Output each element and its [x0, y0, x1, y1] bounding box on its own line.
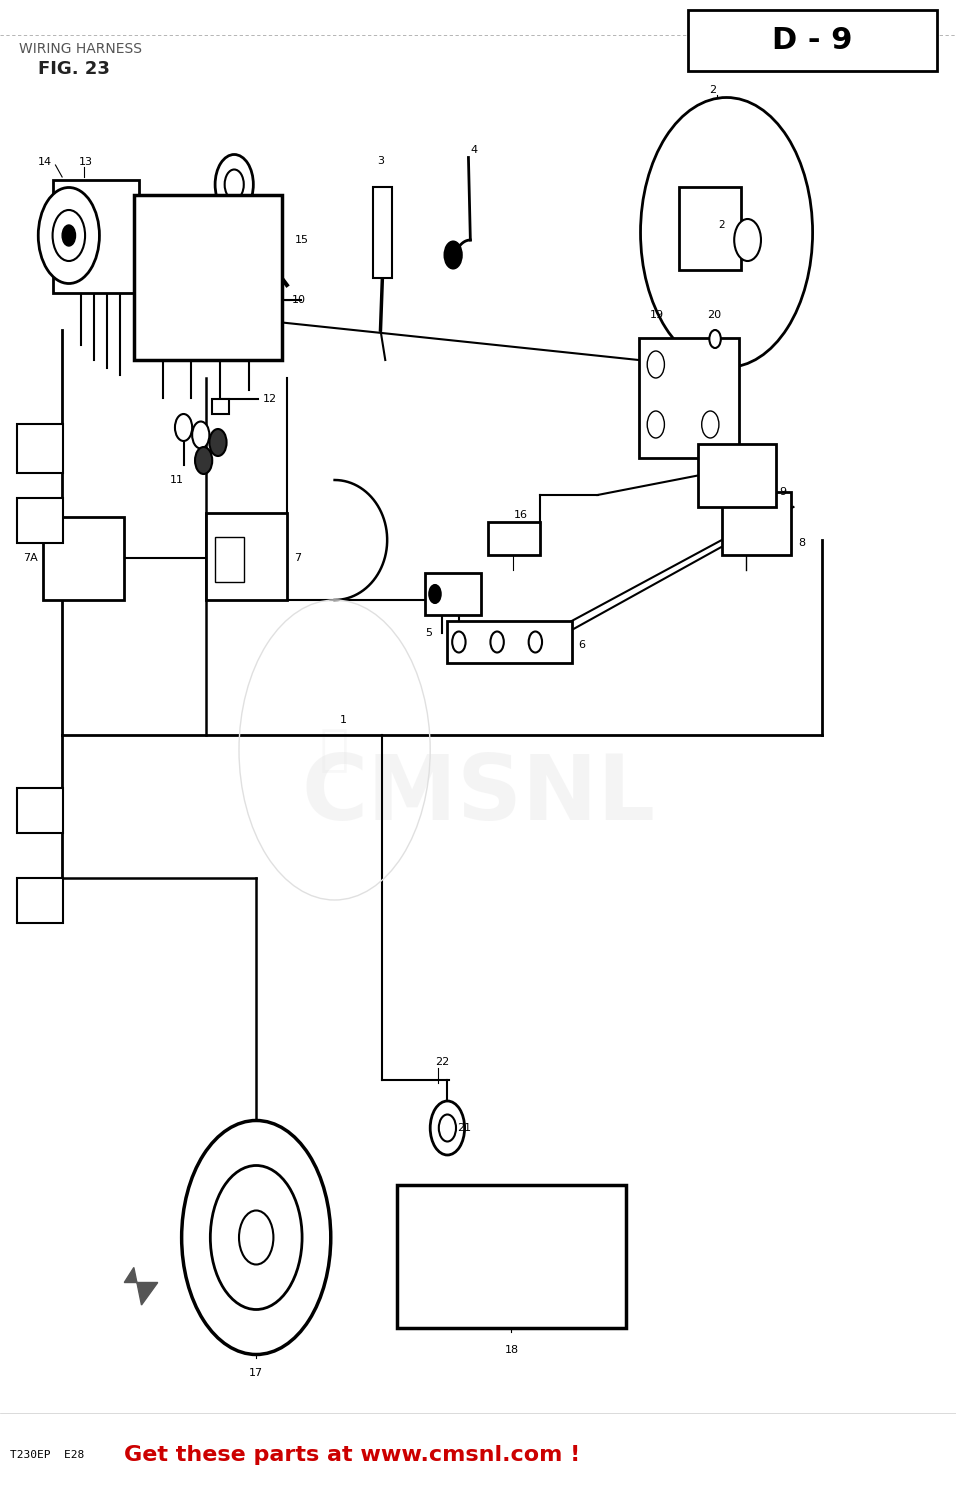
- Bar: [17, 788, 63, 832]
- Polygon shape: [124, 1268, 158, 1305]
- Circle shape: [182, 1120, 331, 1354]
- Circle shape: [38, 188, 99, 284]
- Circle shape: [239, 1210, 273, 1264]
- Text: FIG. 23: FIG. 23: [38, 60, 110, 78]
- Bar: [134, 195, 282, 360]
- Bar: [43, 518, 124, 600]
- Text: 18: 18: [505, 1346, 518, 1354]
- Text: T230EP  E28: T230EP E28: [10, 1450, 84, 1460]
- Text: WIRING HARNESS: WIRING HARNESS: [19, 42, 142, 56]
- Text: 5: 5: [425, 628, 432, 638]
- Text: 2: 2: [719, 220, 725, 230]
- Circle shape: [429, 585, 441, 603]
- Text: 12: 12: [263, 394, 277, 404]
- Text: D - 9: D - 9: [772, 26, 853, 56]
- Circle shape: [702, 411, 719, 438]
- Bar: [17, 878, 63, 922]
- Bar: [425, 573, 481, 615]
- Circle shape: [445, 242, 462, 268]
- Bar: [53, 180, 139, 292]
- Circle shape: [175, 414, 192, 441]
- Bar: [17, 498, 63, 543]
- Bar: [688, 10, 937, 70]
- Text: 14: 14: [38, 158, 53, 166]
- Text: Get these parts at www.cmsnl.com !: Get these parts at www.cmsnl.com !: [124, 1444, 580, 1466]
- Circle shape: [430, 1101, 465, 1155]
- Bar: [698, 444, 776, 507]
- Text: 1: 1: [339, 716, 346, 724]
- Bar: [639, 338, 739, 458]
- Text: 19: 19: [650, 310, 664, 320]
- Text: CMSNL: CMSNL: [301, 752, 655, 839]
- Text: 9: 9: [779, 488, 786, 496]
- Bar: [215, 537, 244, 582]
- Circle shape: [647, 411, 664, 438]
- Circle shape: [439, 1114, 456, 1142]
- Text: 2: 2: [709, 86, 716, 94]
- Circle shape: [734, 219, 761, 261]
- Text: 6: 6: [578, 640, 585, 650]
- Circle shape: [62, 225, 76, 246]
- Circle shape: [192, 422, 209, 448]
- Text: 16: 16: [514, 510, 529, 519]
- Circle shape: [195, 447, 212, 474]
- Circle shape: [529, 632, 542, 652]
- Text: 22: 22: [435, 1058, 449, 1066]
- Circle shape: [210, 1166, 302, 1310]
- Text: 7: 7: [294, 554, 301, 562]
- Bar: [488, 522, 540, 555]
- Circle shape: [209, 429, 227, 456]
- Bar: [212, 399, 229, 414]
- Text: 15: 15: [294, 236, 309, 244]
- Text: 11: 11: [170, 476, 185, 484]
- Text: 3: 3: [377, 156, 384, 165]
- Circle shape: [452, 632, 466, 652]
- Text: 💀: 💀: [320, 726, 349, 774]
- Text: 21: 21: [457, 1124, 471, 1132]
- Bar: [206, 513, 287, 600]
- Circle shape: [709, 330, 721, 348]
- Bar: [17, 424, 63, 472]
- Circle shape: [641, 98, 813, 368]
- Circle shape: [225, 170, 244, 200]
- Circle shape: [490, 632, 504, 652]
- Bar: [447, 621, 572, 663]
- Text: 13: 13: [78, 158, 93, 166]
- Circle shape: [215, 154, 253, 214]
- Circle shape: [53, 210, 85, 261]
- Circle shape: [647, 351, 664, 378]
- Text: 7A: 7A: [24, 554, 38, 562]
- Bar: [397, 1185, 626, 1328]
- Text: 20: 20: [707, 310, 722, 320]
- Text: 4: 4: [470, 146, 477, 154]
- Bar: [722, 492, 791, 555]
- Text: 10: 10: [292, 296, 306, 304]
- Bar: [373, 188, 392, 278]
- Text: 8: 8: [798, 538, 805, 548]
- Text: 17: 17: [250, 1368, 263, 1377]
- Bar: [679, 188, 741, 270]
